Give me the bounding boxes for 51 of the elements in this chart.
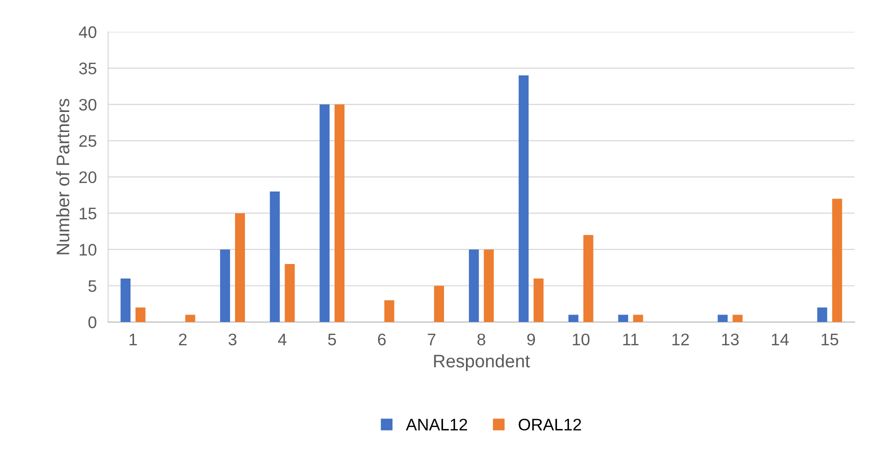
bar xyxy=(135,308,146,322)
x-tick-label: 4 xyxy=(278,334,286,346)
x-axis-title: Respondent xyxy=(434,354,530,372)
bar xyxy=(434,286,444,322)
x-tick-label: 8 xyxy=(477,334,486,346)
bar xyxy=(718,314,728,322)
x-tick-label: 5 xyxy=(328,334,336,346)
bar xyxy=(534,278,544,322)
bar xyxy=(220,249,230,322)
y-tick-label: 25 xyxy=(79,135,96,147)
x-tick-label: 10 xyxy=(572,334,590,346)
y-tick-label: 15 xyxy=(80,208,96,220)
bar xyxy=(334,104,344,322)
bar xyxy=(484,249,494,322)
x-tick-label: 11 xyxy=(623,334,638,346)
bar xyxy=(120,278,131,322)
x-tick-label: 15 xyxy=(822,334,838,346)
x-tick-label: 6 xyxy=(378,334,386,346)
x-tick-label: 1 xyxy=(130,334,137,346)
y-tick-label: 30 xyxy=(79,98,96,111)
y-tick-label: 5 xyxy=(88,280,96,292)
bar xyxy=(732,314,743,322)
y-tick-label: 40 xyxy=(78,26,96,38)
x-tick-label: 9 xyxy=(527,334,535,346)
bar xyxy=(270,191,280,322)
x-tick-label: 3 xyxy=(228,334,236,346)
bar xyxy=(284,264,295,322)
y-tick-label: 35 xyxy=(79,62,96,74)
bar xyxy=(235,213,245,322)
bar xyxy=(518,75,529,322)
bar xyxy=(633,314,644,322)
x-tick-label: 12 xyxy=(672,334,689,346)
y-tick-label: 20 xyxy=(79,171,96,184)
bar xyxy=(832,198,842,322)
bar xyxy=(817,308,828,322)
x-tick-label: 2 xyxy=(178,334,187,346)
legend-label: ANAL12 xyxy=(406,418,468,430)
bar xyxy=(384,300,394,322)
bar xyxy=(320,104,330,322)
bar xyxy=(468,249,479,322)
bar xyxy=(185,314,196,322)
y-axis-title: Number of Partners xyxy=(56,98,70,254)
x-tick-label: 13 xyxy=(722,334,739,346)
bar xyxy=(583,234,594,322)
bar xyxy=(568,314,578,322)
legend-label: ORAL12 xyxy=(518,418,582,430)
x-tick-label: 7 xyxy=(428,334,436,346)
y-tick-label: 0 xyxy=(88,316,96,328)
y-tick-label: 10 xyxy=(80,244,96,256)
bar xyxy=(618,314,628,322)
x-tick-label: 14 xyxy=(772,334,789,346)
